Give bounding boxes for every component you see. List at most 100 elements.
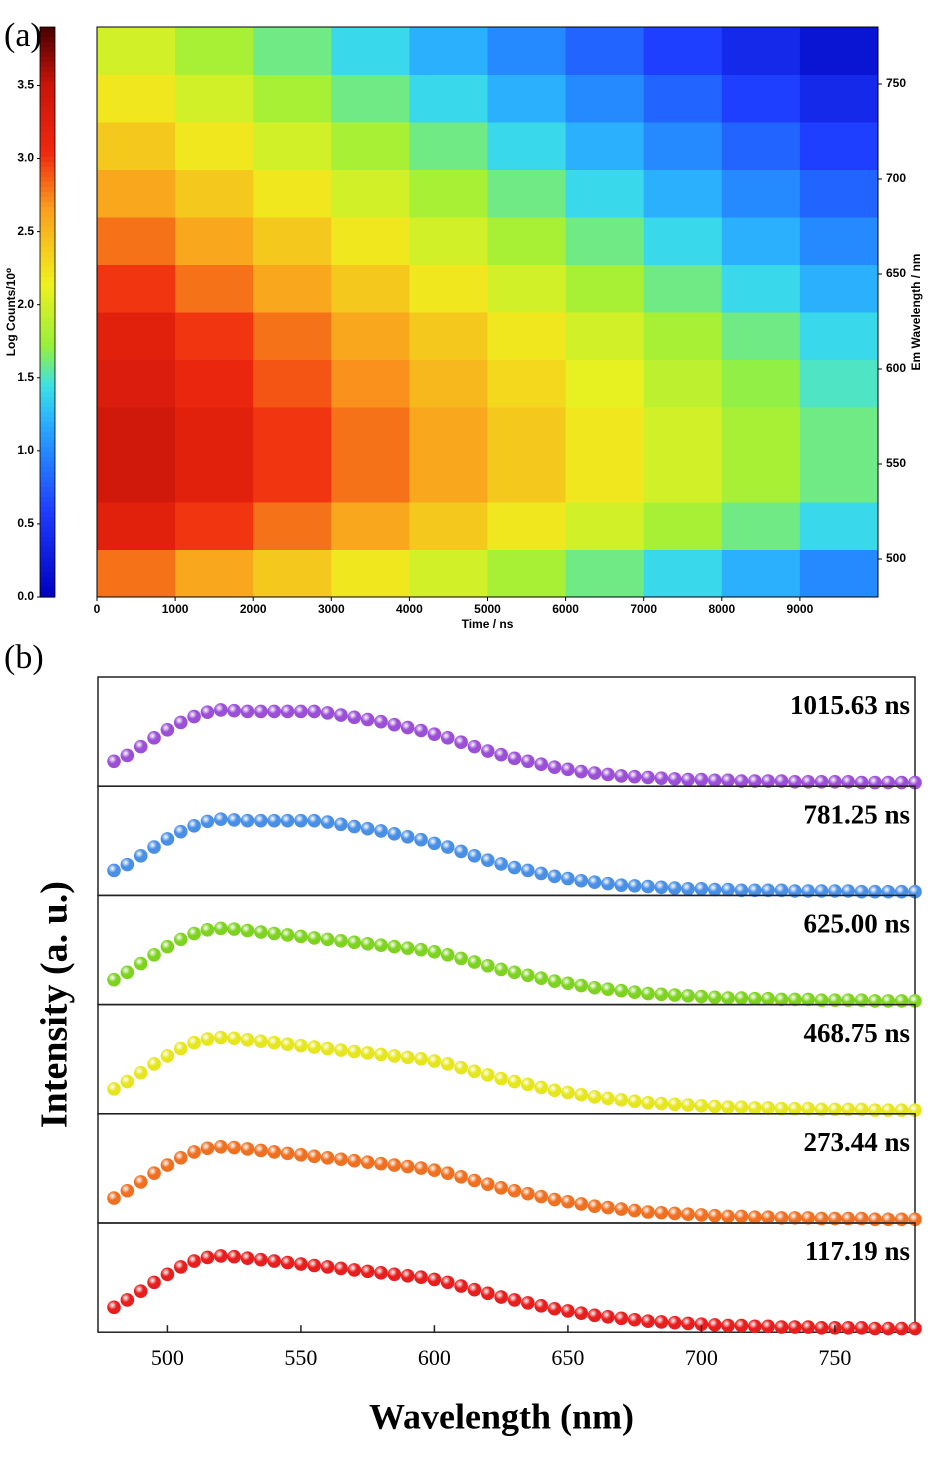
data-dot — [788, 992, 802, 1007]
data-dot — [481, 1068, 495, 1082]
data-dot — [160, 832, 175, 846]
data-dot — [521, 863, 535, 878]
data-dot — [881, 1103, 896, 1117]
data-dot — [187, 818, 201, 833]
colorbar-tick-label: 3.5 — [17, 78, 34, 92]
data-dot — [601, 876, 615, 891]
data-dot — [374, 824, 388, 838]
data-dot — [334, 934, 348, 948]
heatmap-cell — [799, 312, 879, 360]
data-dot — [427, 836, 442, 851]
data-dot — [294, 813, 308, 828]
data-dot — [667, 988, 682, 1002]
heatmap-cell — [643, 27, 723, 75]
data-dot — [507, 1074, 522, 1089]
data-dot — [454, 844, 468, 859]
heatmap-cell — [799, 264, 879, 313]
data-dot — [521, 754, 535, 769]
data-dot — [147, 731, 161, 745]
data-dot — [788, 775, 802, 789]
heatmap-cell — [409, 549, 488, 598]
data-dot — [641, 986, 655, 1001]
colorbar-segment — [40, 262, 55, 268]
heatmap-cell — [175, 454, 254, 503]
data-dot — [707, 1208, 722, 1223]
data-dot — [534, 1299, 549, 1313]
data-dot — [868, 1212, 882, 1227]
data-dot — [547, 1083, 562, 1098]
colorbar-segment — [40, 52, 55, 58]
colorbar-label: Log Counts/10⁰ — [4, 268, 18, 357]
data-dot — [627, 985, 642, 999]
y2-tick-label: 600 — [886, 361, 906, 375]
data-dot — [454, 735, 468, 750]
colorbar-segment — [40, 67, 55, 73]
data-dot — [494, 1071, 508, 1086]
colorbar-segment — [40, 432, 55, 438]
data-dot — [868, 1321, 882, 1336]
panel-label: (a) — [4, 17, 42, 54]
heatmap-cell — [721, 217, 801, 265]
colorbar-segment — [40, 582, 55, 588]
heatmap-cell — [487, 359, 567, 408]
data-dot — [414, 1052, 428, 1066]
data-dot — [187, 1035, 201, 1050]
heatmap-cell — [565, 454, 645, 503]
colorbar-segment — [40, 112, 55, 118]
colorbar-segment — [40, 237, 55, 243]
data-dot — [734, 1209, 749, 1224]
colorbar-segment — [40, 177, 55, 183]
data-dot — [200, 923, 215, 937]
data-dot — [814, 884, 829, 898]
heatmap-cell — [565, 74, 645, 123]
data-dot — [173, 715, 188, 730]
data-dot — [400, 1159, 415, 1174]
heatmap-cell — [253, 359, 332, 408]
data-dot — [734, 991, 749, 1005]
data-dot — [654, 1315, 669, 1329]
data-dot — [160, 1267, 175, 1282]
heatmap-cell — [331, 312, 410, 360]
data-dot — [481, 744, 495, 758]
data-dot — [614, 1311, 629, 1326]
heatmap-cell — [331, 407, 410, 455]
data-dot — [547, 760, 562, 774]
data-dot — [334, 817, 348, 832]
heatmap-cell — [487, 312, 567, 360]
series-label: 781.25 ns — [803, 799, 910, 829]
colorbar-segment — [40, 72, 55, 78]
colorbar-segment — [40, 587, 55, 593]
data-dot — [801, 1320, 816, 1334]
heatmap-cell — [331, 264, 410, 313]
heatmap-cell — [175, 549, 254, 598]
heatmap-cell — [643, 549, 723, 598]
heatmap-cell — [721, 502, 801, 550]
data-dot — [894, 994, 909, 1008]
heatmap-cell — [487, 407, 567, 455]
colorbar-segment — [40, 162, 55, 168]
x-tick-label: 0 — [94, 602, 101, 616]
heatmap-cell — [721, 407, 801, 455]
data-dot — [654, 1205, 669, 1220]
data-dot — [814, 1321, 829, 1335]
data-dot — [641, 770, 655, 785]
colorbar-segment — [40, 132, 55, 138]
data-dot — [320, 1150, 335, 1165]
y-axis-label: Intensity (a. u.) — [34, 881, 76, 1128]
data-dot — [721, 991, 735, 1005]
colorbar-segment — [40, 577, 55, 583]
colorbar-segment — [40, 227, 55, 233]
data-dot — [307, 1258, 322, 1273]
data-dot — [667, 1206, 682, 1221]
colorbar-segment — [40, 37, 55, 43]
data-dot — [334, 1152, 348, 1167]
y2-tick-label: 650 — [886, 266, 906, 280]
data-dot — [254, 704, 268, 719]
data-dot — [748, 774, 762, 788]
data-dot — [347, 1044, 362, 1059]
heatmap-cell — [331, 27, 410, 75]
data-dot — [734, 1318, 749, 1333]
data-dot — [240, 1251, 255, 1265]
data-dot — [267, 813, 282, 828]
colorbar-frame — [39, 26, 56, 598]
